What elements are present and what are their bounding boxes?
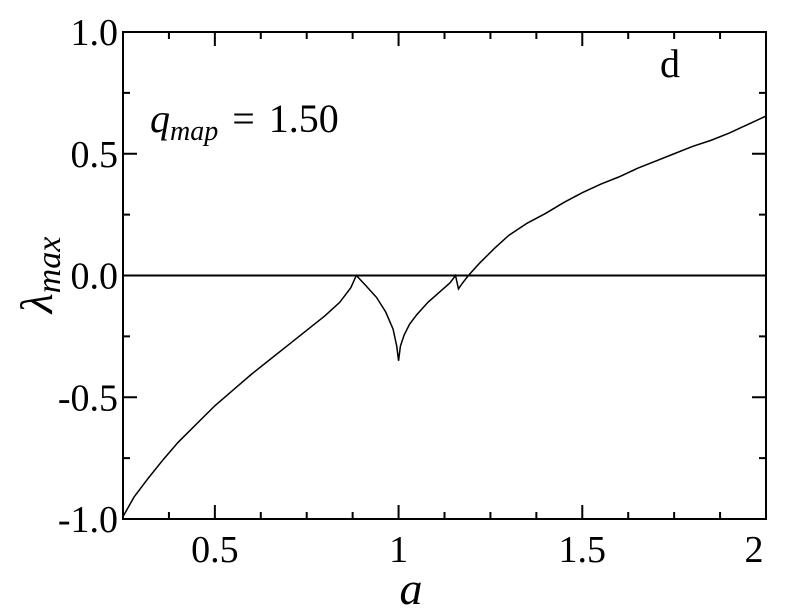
x-tick-label: 0.5 (191, 529, 239, 571)
annotation-subscript: map (170, 116, 218, 147)
y-axis-subscript: max (31, 237, 68, 294)
svg-text:λmax: λmax (11, 237, 68, 316)
annotation-symbol: q (150, 96, 170, 141)
y-tick-label: -0.5 (58, 377, 118, 419)
annotation-value: 1.50 (269, 96, 339, 141)
x-tick-label: 1 (389, 529, 408, 571)
y-axis-title: λmax (11, 237, 68, 316)
y-tick-label: -1.0 (58, 499, 118, 541)
panel-label: d (660, 41, 680, 86)
y-axis-symbol: λ (11, 293, 62, 315)
y-tick-label: 0.5 (71, 134, 119, 176)
x-tick-label: 1.5 (559, 529, 607, 571)
annotation-label: qmap = 1.50 (150, 96, 339, 147)
y-tick-label: 1.0 (71, 12, 119, 54)
x-axis-title: a (400, 563, 423, 612)
tick-labels: 0.5 1 1.5 2 1.0 0.5 0.0 -0.5 -1.0 (58, 12, 764, 571)
y-tick-label: 0.0 (71, 256, 119, 298)
annotation-equals: = (232, 96, 255, 141)
series-line (122, 115, 767, 517)
axis-ticks (122, 31, 767, 520)
x-tick-label: 2 (745, 529, 764, 571)
